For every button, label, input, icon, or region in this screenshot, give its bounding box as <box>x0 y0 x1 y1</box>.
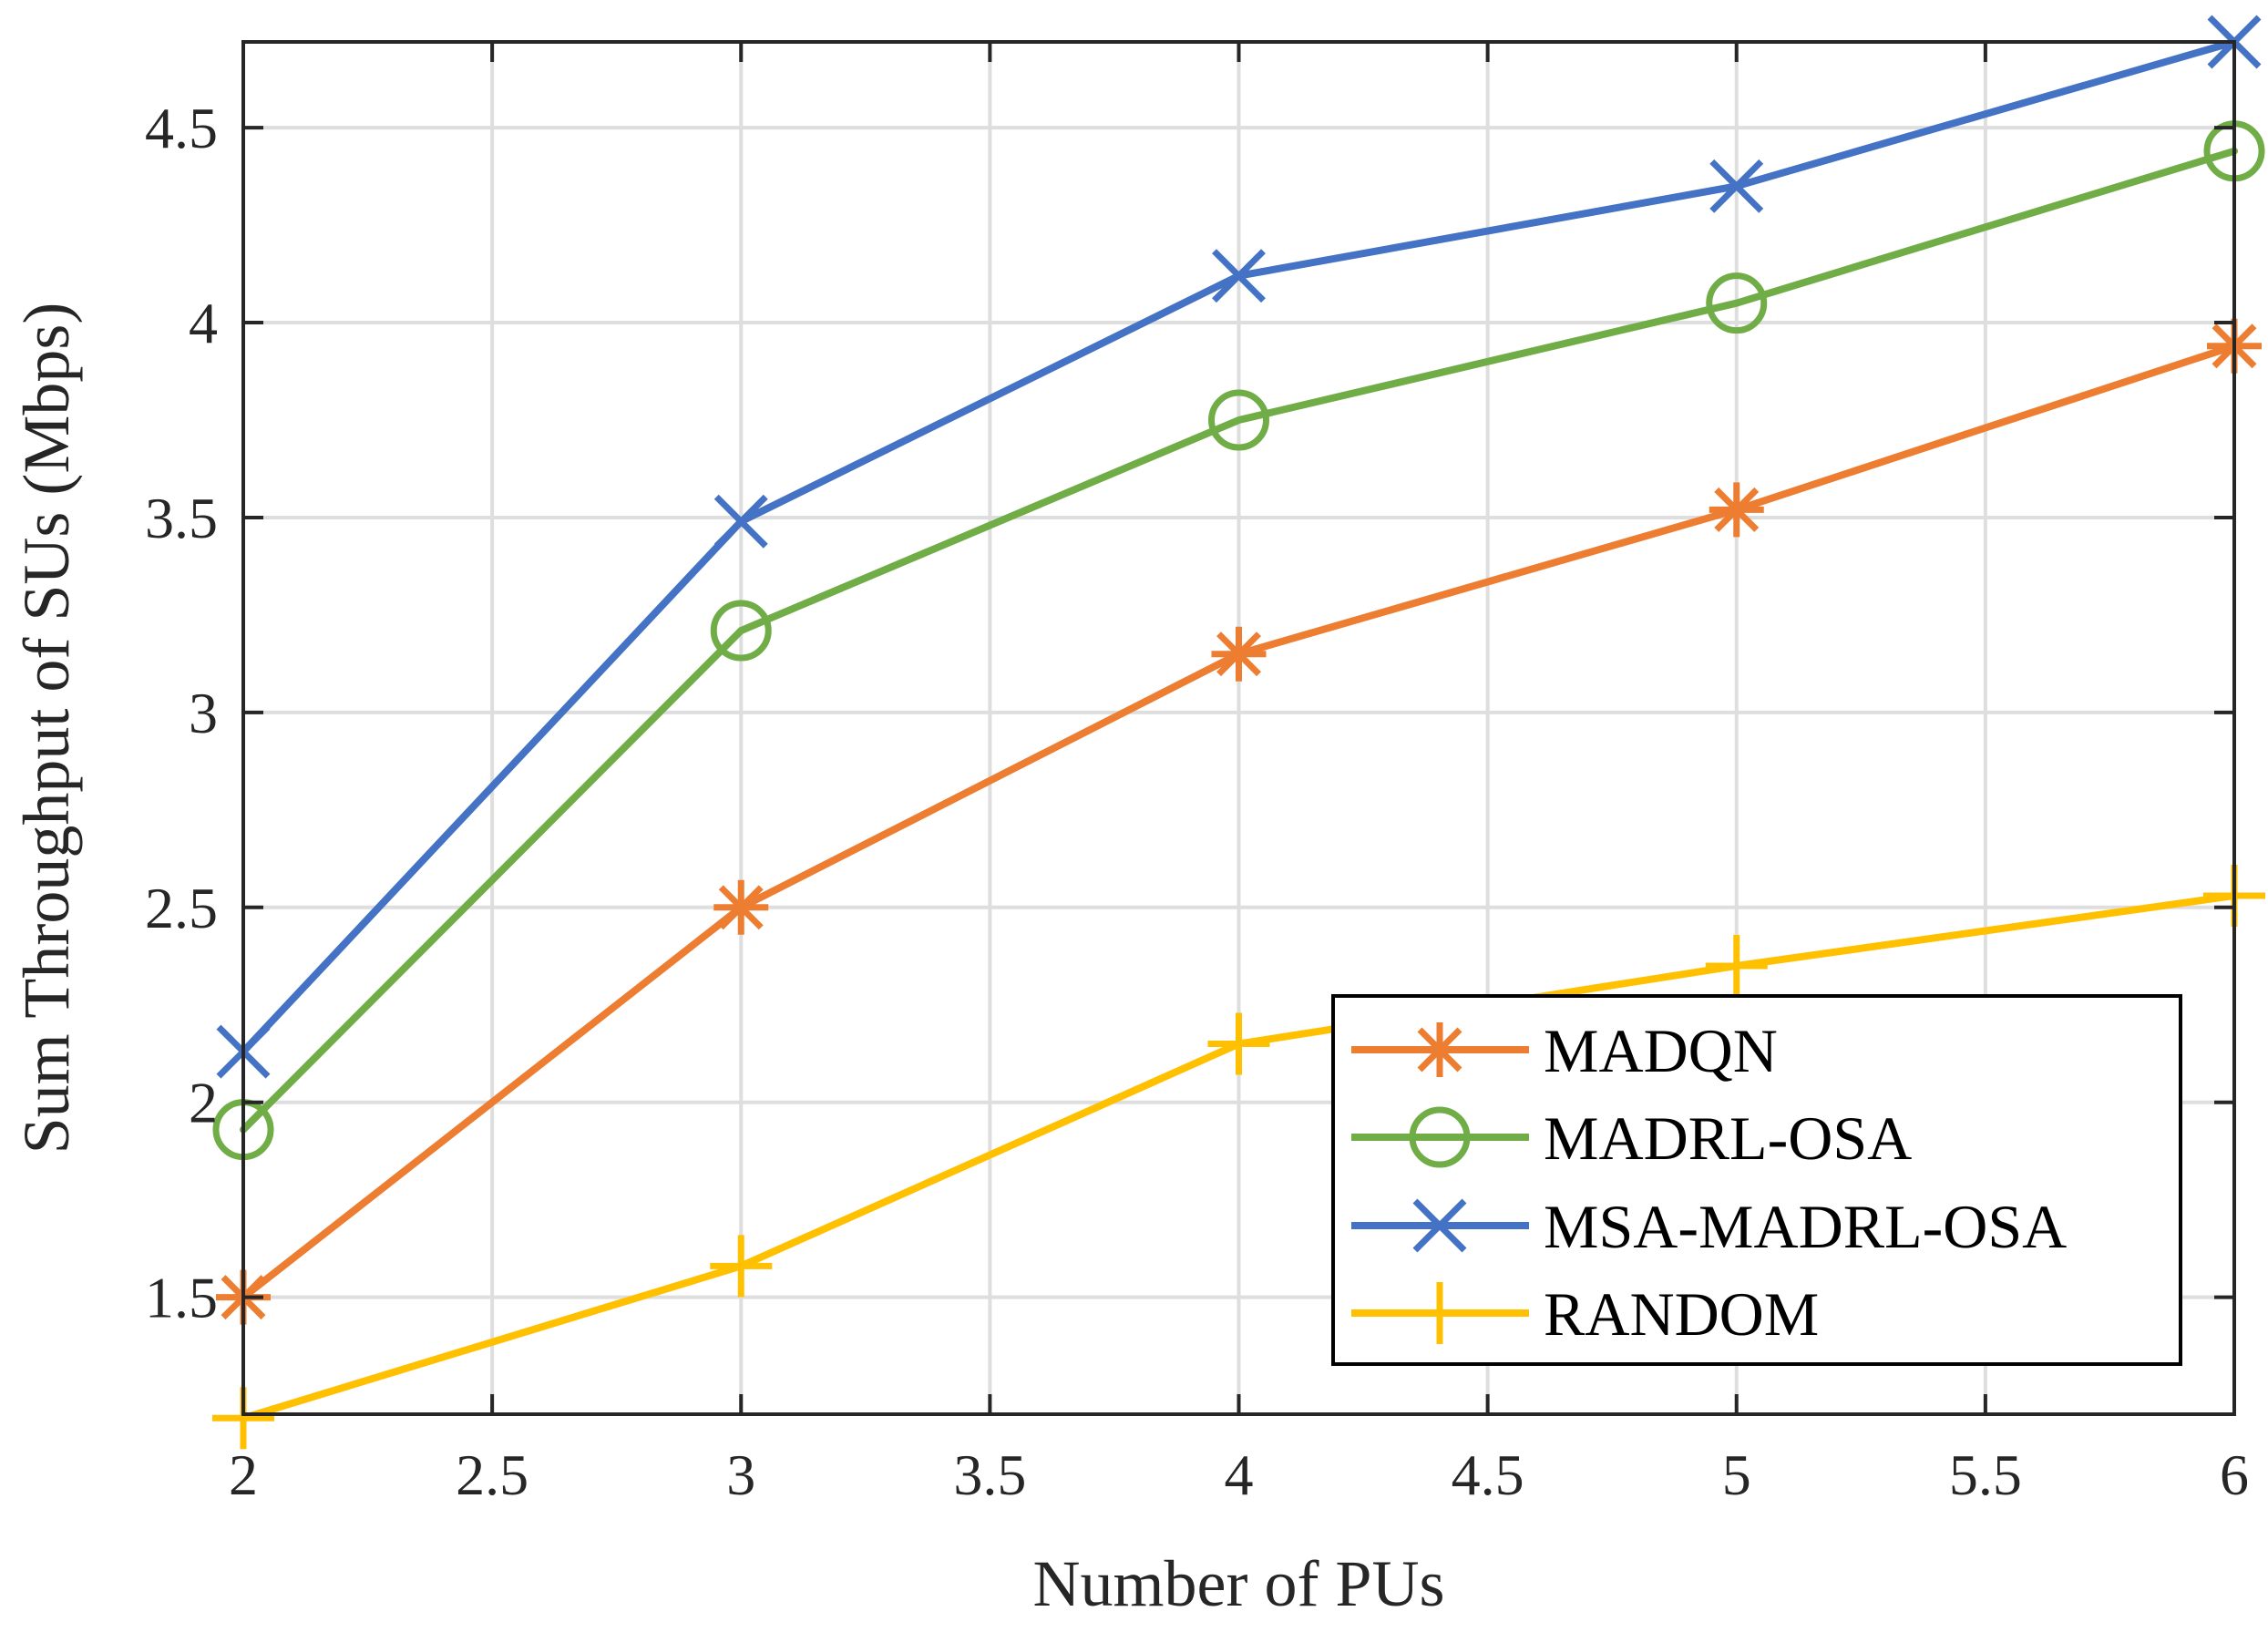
series-line-madrl-osa <box>240 147 2238 1134</box>
x-tick-label: 5.5 <box>1949 1442 2022 1507</box>
y-tick-label: 1.5 <box>145 1266 218 1330</box>
x-tick-label: 5 <box>1722 1442 1751 1507</box>
data-point-random <box>710 1235 773 1298</box>
data-point-random <box>1705 934 1768 997</box>
data-point-madrl-osa <box>710 600 772 662</box>
legend-item-madrl-osa: MADRL-OSA <box>1351 1103 1912 1173</box>
data-point-madqn <box>1709 482 1764 538</box>
x-tick-label: 3 <box>726 1442 755 1507</box>
y-tick-label: 3.5 <box>145 486 218 550</box>
series-layer <box>212 15 2265 1450</box>
y-tick-label: 3 <box>189 681 218 745</box>
legend-label-madqn: MADQN <box>1544 1016 1778 1085</box>
axis-ticks: 2 2.5 3 3.5 4 4.5 5 5.5 6 1.5 2 2.5 3 3.5 4 4.5 <box>145 42 2249 1507</box>
data-point-msa-madrl-osa <box>1709 159 1764 213</box>
y-tick-label: 4 <box>189 291 218 355</box>
legend-item-msa-madrl-osa: MSA-MADRL-OSA <box>1351 1192 2067 1261</box>
data-point-madrl-osa <box>1208 389 1269 451</box>
marker-stroke <box>1417 1027 1462 1073</box>
x-axis-label: Number of PUs <box>1033 1547 1445 1620</box>
y-axis-label: Sum Throughput of SUs (Mbps) <box>10 303 83 1155</box>
marker-stroke <box>1709 159 1764 213</box>
y-tick-label: 2 <box>189 1071 218 1135</box>
marker-stroke <box>1216 631 1261 677</box>
legend-marker-random <box>1409 1282 1471 1344</box>
marker-circle-shape <box>1706 272 1768 334</box>
x-tick-label: 6 <box>2220 1442 2249 1507</box>
marker-stroke <box>1714 487 1760 532</box>
data-point-random <box>1207 1012 1270 1075</box>
data-point-madqn <box>1211 626 1267 682</box>
data-point-madrl-osa <box>1706 272 1768 334</box>
series-msa-madrl-osa <box>216 15 2262 1079</box>
data-point-msa-madrl-osa <box>713 494 768 549</box>
x-tick-label: 4 <box>1225 1442 1254 1507</box>
data-point-madqn <box>713 879 769 935</box>
data-point-msa-madrl-osa <box>1212 249 1266 303</box>
x-tick-label: 2.5 <box>456 1442 529 1507</box>
x-tick-label: 4.5 <box>1452 1442 1524 1507</box>
legend-box <box>1331 994 2182 1366</box>
legend-label-random: RANDOM <box>1544 1279 1819 1349</box>
legend-label-msa-madrl-osa: MSA-MADRL-OSA <box>1544 1192 2067 1261</box>
legend-marker-madrl-osa <box>1409 1106 1471 1168</box>
marker-circle-shape <box>1208 389 1269 451</box>
marker-circle-shape <box>710 600 772 662</box>
legend-item-random: RANDOM <box>1351 1279 1819 1349</box>
legend: MADQN MADRL-OSA MSA-MADRL-OSA RANDOM <box>1331 994 2182 1366</box>
legend-marker-madqn <box>1412 1022 1467 1077</box>
x-tick-label: 3.5 <box>953 1442 1026 1507</box>
x-tick-label: 2 <box>229 1442 258 1507</box>
legend-item-madqn: MADQN <box>1351 1016 1778 1085</box>
marker-stroke <box>718 885 764 930</box>
marker-stroke <box>1412 1198 1467 1253</box>
y-tick-label: 4.5 <box>145 96 218 160</box>
marker-stroke <box>713 494 768 549</box>
legend-label-madrl-osa: MADRL-OSA <box>1544 1103 1912 1173</box>
y-tick-label: 2.5 <box>145 876 218 940</box>
marker-circle-shape <box>1409 1106 1471 1168</box>
legend-marker-msa-madrl-osa <box>1412 1198 1467 1253</box>
marker-stroke <box>1212 249 1266 303</box>
